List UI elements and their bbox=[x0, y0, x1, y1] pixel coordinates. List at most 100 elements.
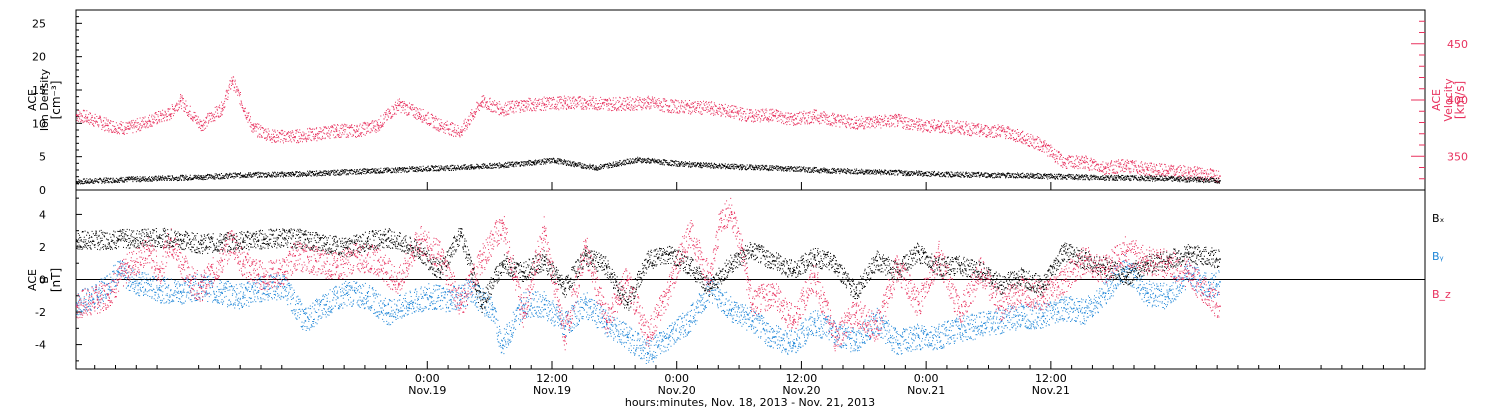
data-point-bx bbox=[1063, 250, 1065, 252]
data-point-bz bbox=[1042, 295, 1045, 298]
data-point-bx bbox=[200, 243, 203, 246]
data-point-velocity bbox=[273, 136, 275, 138]
data-point-bz bbox=[159, 271, 161, 273]
data-point-bz bbox=[335, 266, 338, 268]
legend-label: Bᵧ bbox=[1432, 250, 1444, 263]
data-point-bz bbox=[709, 279, 712, 281]
data-point-bx bbox=[460, 232, 463, 234]
density-tick-label: 15 bbox=[32, 84, 46, 97]
density-axis-label: ACE bbox=[26, 89, 39, 111]
velocity-axis-label: [km/s] bbox=[1453, 81, 1467, 119]
data-point-by bbox=[606, 323, 608, 325]
data-point-by bbox=[1104, 292, 1107, 295]
data-point-bx bbox=[834, 263, 837, 265]
data-point-ion-density bbox=[367, 170, 369, 173]
data-point-by bbox=[585, 303, 587, 306]
data-point-bx bbox=[1188, 253, 1190, 255]
b-tick-label: -2 bbox=[35, 306, 46, 319]
data-point-by bbox=[938, 336, 941, 338]
data-point-bx bbox=[1219, 258, 1221, 260]
data-point-ion-density bbox=[595, 167, 598, 169]
x-tick-label: 12:00 bbox=[536, 372, 568, 385]
data-point-bz bbox=[1208, 295, 1211, 298]
data-point-by bbox=[346, 292, 348, 295]
data-point-bz bbox=[1063, 279, 1065, 281]
data-point-bz bbox=[980, 271, 982, 273]
data-point-ion-density bbox=[470, 166, 473, 169]
data-point-velocity bbox=[221, 107, 224, 110]
data-point-bz bbox=[855, 312, 857, 314]
data-point-bx bbox=[346, 246, 348, 249]
b-tick-label: 2 bbox=[39, 241, 46, 254]
data-point-velocity bbox=[751, 115, 754, 118]
data-point-velocity bbox=[439, 124, 442, 127]
dots-bz bbox=[76, 197, 1220, 352]
data-point-by bbox=[855, 341, 857, 343]
data-point-by bbox=[1167, 295, 1169, 298]
data-point-bz bbox=[772, 292, 774, 295]
data-point-by bbox=[917, 336, 920, 338]
data-point-bz bbox=[585, 246, 587, 249]
data-point-velocity bbox=[938, 125, 941, 128]
data-point-velocity bbox=[231, 79, 234, 82]
data-point-by bbox=[179, 290, 182, 293]
data-point-velocity bbox=[481, 101, 483, 103]
data-point-by bbox=[564, 325, 566, 327]
x-tick-sublabel: Nov.19 bbox=[533, 384, 571, 397]
data-point-velocity bbox=[626, 103, 629, 105]
data-point-bx bbox=[1125, 276, 1128, 278]
data-point-velocity bbox=[1167, 170, 1169, 173]
data-point-bz bbox=[356, 256, 359, 259]
data-point-bx bbox=[367, 240, 369, 242]
data-point-by bbox=[502, 344, 504, 347]
data-point-velocity bbox=[1146, 168, 1148, 171]
data-point-bz bbox=[834, 336, 837, 338]
data-point-bz bbox=[793, 320, 795, 322]
data-point-velocity bbox=[107, 124, 109, 127]
bottom-panel-points bbox=[76, 197, 1221, 364]
data-point-by bbox=[387, 312, 390, 314]
density-axis-label: [cm⁻³] bbox=[49, 81, 63, 120]
data-point-velocity bbox=[772, 114, 774, 117]
data-point-by bbox=[980, 325, 982, 327]
data-point-bz bbox=[1146, 259, 1148, 262]
data-point-bz bbox=[720, 217, 722, 220]
density-axis-label: Ion Density bbox=[38, 68, 51, 131]
x-tick-sublabel: Nov.21 bbox=[1032, 384, 1070, 397]
data-point-velocity bbox=[855, 122, 857, 124]
data-point-ion-density bbox=[616, 163, 618, 165]
data-point-bx bbox=[959, 264, 961, 267]
data-point-velocity bbox=[543, 103, 546, 105]
data-point-bx bbox=[855, 292, 857, 295]
data-point-velocity bbox=[1104, 167, 1107, 169]
data-point-by bbox=[367, 295, 369, 298]
data-point-bz bbox=[200, 287, 203, 290]
b-axis-label: B bbox=[38, 276, 51, 284]
x-tick-label: 0:00 bbox=[664, 372, 689, 385]
data-point-bz bbox=[283, 271, 286, 273]
data-point-bz bbox=[231, 238, 234, 241]
data-point-bz bbox=[1104, 269, 1107, 272]
data-point-ion-density bbox=[699, 164, 702, 167]
data-point-velocity bbox=[980, 130, 982, 132]
data-point-by bbox=[897, 342, 899, 345]
density-tick-label: 10 bbox=[32, 117, 46, 130]
data-point-bz bbox=[606, 320, 608, 322]
data-point-bz bbox=[1167, 263, 1169, 265]
data-point-bx bbox=[1000, 284, 1003, 286]
data-point-by bbox=[1000, 320, 1003, 322]
data-point-bz bbox=[1188, 272, 1190, 275]
bottom-panel-axes: -4 -2 0 2 4 ACE B[nT] Bₓ Bᵧ B_z bbox=[26, 197, 1451, 362]
data-point-bz bbox=[1084, 259, 1086, 262]
b-tick-label: 0 bbox=[39, 274, 46, 287]
data-point-by bbox=[793, 342, 795, 345]
data-point-velocity bbox=[252, 128, 255, 130]
data-point-bz bbox=[543, 230, 546, 233]
data-point-velocity bbox=[1021, 137, 1024, 139]
data-point-bz bbox=[502, 222, 504, 225]
velocity-tick-label: 400 bbox=[1447, 94, 1468, 107]
dots-velocity bbox=[76, 76, 1220, 184]
data-point-by bbox=[959, 328, 961, 330]
data-point-bx bbox=[585, 255, 587, 257]
data-point-bx bbox=[263, 238, 265, 241]
